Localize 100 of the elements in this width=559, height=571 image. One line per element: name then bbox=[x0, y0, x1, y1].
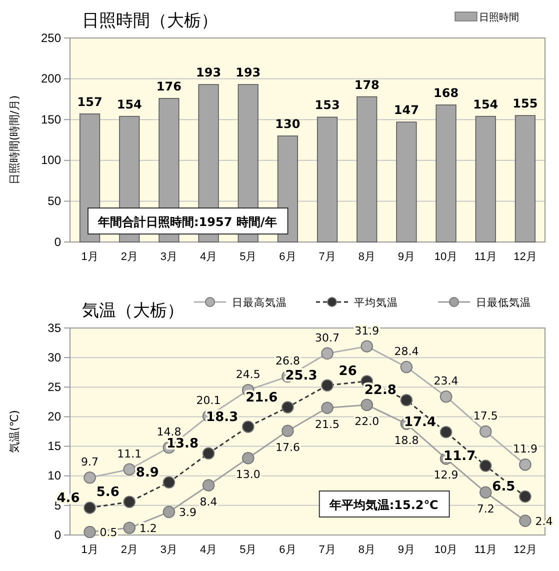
y-tick-label: 35 bbox=[48, 320, 62, 335]
data-label: 130 bbox=[275, 116, 300, 131]
x-tick-label: 7月 bbox=[318, 544, 336, 556]
point bbox=[242, 420, 254, 433]
data-label: 147 bbox=[394, 103, 419, 118]
data-label: 8.9 bbox=[136, 465, 159, 480]
legend-label: 日照時間 bbox=[479, 12, 519, 24]
point bbox=[400, 394, 413, 406]
y-tick-label: 25 bbox=[48, 380, 62, 394]
point bbox=[479, 460, 492, 472]
x-tick-label: 9月 bbox=[398, 250, 416, 263]
legend-label: 日最低気温 bbox=[476, 297, 531, 309]
data-label: 153 bbox=[314, 98, 340, 112]
y-axis-title: 気温(℃) bbox=[8, 410, 21, 453]
data-label: 176 bbox=[156, 79, 182, 94]
x-tick-label: 12月 bbox=[514, 544, 537, 556]
data-label: 5.6 bbox=[96, 484, 120, 500]
data-label: 6.5 bbox=[492, 480, 516, 495]
chart-title: 日照時間（大栃） bbox=[82, 11, 218, 31]
x-tick-label: 11月 bbox=[474, 544, 497, 556]
y-tick-label: 30 bbox=[48, 350, 62, 364]
point bbox=[440, 390, 452, 403]
bar bbox=[396, 122, 417, 242]
x-tick-label: 5月 bbox=[240, 544, 257, 556]
point bbox=[123, 522, 136, 534]
point bbox=[440, 426, 452, 438]
x-tick-label: 12月 bbox=[514, 250, 537, 263]
point bbox=[202, 447, 215, 460]
data-label: 14.8 bbox=[156, 425, 182, 438]
data-label: 28.4 bbox=[394, 345, 419, 358]
x-tick-label: 1月 bbox=[81, 544, 98, 556]
data-label: 3.9 bbox=[178, 506, 196, 519]
point bbox=[321, 402, 334, 414]
annotation: 年間合計日照時間:1957 時間/年 bbox=[97, 215, 277, 229]
data-label: 11.1 bbox=[117, 447, 142, 460]
point bbox=[84, 472, 96, 484]
data-label: 17.5 bbox=[473, 410, 498, 422]
bar bbox=[316, 116, 338, 242]
x-tick-label: 1月 bbox=[81, 250, 98, 263]
legend-label: 平均気温 bbox=[354, 297, 398, 309]
point bbox=[123, 496, 136, 508]
x-tick-label: 5月 bbox=[240, 250, 257, 263]
y-tick-label: 200 bbox=[40, 72, 62, 86]
x-tick-label: 4月 bbox=[200, 250, 218, 263]
data-label: 31.9 bbox=[354, 324, 380, 338]
bar bbox=[475, 116, 496, 242]
point bbox=[162, 506, 176, 518]
annotation: 年平均気温:15.2℃ bbox=[328, 498, 438, 512]
data-label: 168 bbox=[434, 86, 459, 100]
x-tick-label: 11月 bbox=[474, 250, 497, 263]
data-label: 22.0 bbox=[354, 414, 380, 428]
x-tick-label: 3月 bbox=[160, 250, 178, 263]
bar bbox=[356, 96, 378, 242]
point bbox=[242, 452, 254, 464]
y-tick-label: 250 bbox=[40, 30, 62, 45]
point bbox=[282, 401, 294, 414]
data-label: 23.4 bbox=[434, 374, 458, 388]
point bbox=[321, 379, 334, 392]
x-tick-label: 6月 bbox=[279, 250, 296, 263]
data-label: 154 bbox=[473, 97, 498, 112]
point bbox=[519, 490, 532, 503]
legend-label: 日最高気温 bbox=[232, 296, 287, 309]
point bbox=[162, 476, 176, 488]
data-label: 18.3 bbox=[206, 410, 238, 425]
x-tick-label: 3月 bbox=[160, 544, 178, 556]
y-axis-title: 日照時間(時間/月) bbox=[8, 95, 21, 185]
y-tick-label: 150 bbox=[40, 112, 62, 126]
x-tick-label: 6月 bbox=[279, 544, 296, 556]
point bbox=[479, 486, 492, 499]
data-label: 21.5 bbox=[315, 418, 340, 431]
data-label: 0.5 bbox=[100, 526, 118, 540]
data-label: 11.7 bbox=[444, 448, 476, 464]
y-tick-label: 20 bbox=[48, 410, 62, 424]
x-tick-label: 8月 bbox=[358, 250, 376, 263]
data-label: 12.9 bbox=[434, 468, 458, 482]
point bbox=[519, 514, 532, 527]
data-label: 1.2 bbox=[139, 522, 157, 535]
point bbox=[360, 398, 374, 412]
point bbox=[519, 458, 532, 471]
data-label: 17.4 bbox=[404, 415, 436, 430]
point bbox=[84, 526, 96, 538]
x-tick-label: 10月 bbox=[434, 544, 458, 556]
bar bbox=[436, 104, 456, 242]
bar bbox=[514, 115, 536, 242]
point bbox=[84, 502, 96, 514]
data-label: 157 bbox=[77, 94, 102, 109]
data-label: 2.4 bbox=[535, 514, 553, 528]
data-label: 154 bbox=[116, 97, 142, 112]
data-label: 13.8 bbox=[166, 436, 199, 452]
data-label: 193 bbox=[236, 66, 261, 80]
chart-title: 気温（大栃） bbox=[82, 301, 184, 321]
y-tick-label: 0 bbox=[54, 234, 62, 249]
x-tick-label: 4月 bbox=[200, 544, 218, 556]
data-label: 25.3 bbox=[285, 368, 318, 384]
data-label: 22.8 bbox=[364, 383, 396, 398]
data-label: 26 bbox=[338, 364, 357, 380]
point bbox=[400, 360, 413, 374]
point bbox=[202, 479, 215, 492]
x-tick-label: 2月 bbox=[120, 544, 138, 556]
point bbox=[321, 347, 334, 360]
